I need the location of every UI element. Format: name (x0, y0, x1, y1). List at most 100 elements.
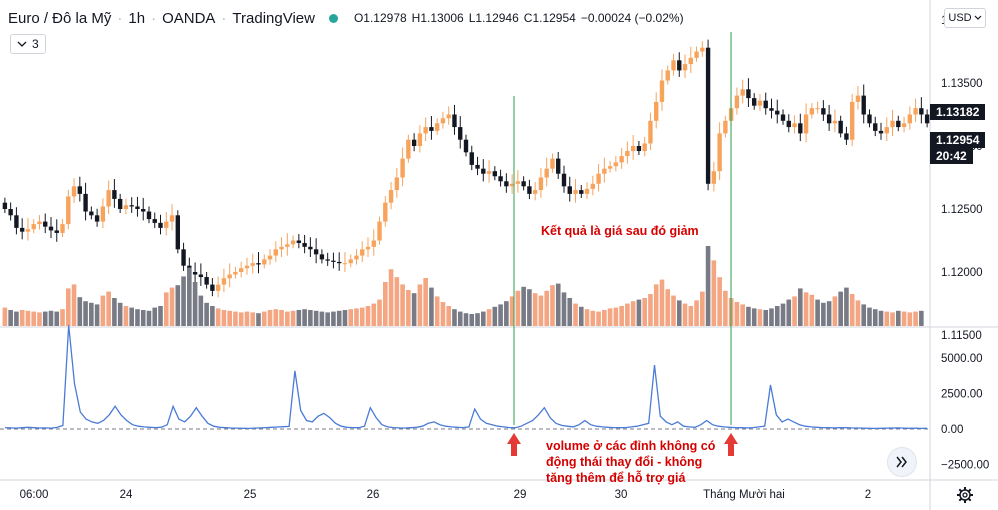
volume-bar[interactable] (630, 301, 636, 326)
candle-body[interactable] (486, 171, 492, 174)
candle-body[interactable] (527, 186, 532, 194)
volume-bar[interactable] (590, 310, 596, 326)
candle-body[interactable] (262, 259, 267, 265)
candle-body[interactable] (602, 168, 607, 174)
candle-body[interactable] (924, 114, 930, 124)
volume-bar[interactable] (106, 291, 111, 326)
volume-bar[interactable] (60, 309, 65, 326)
volume-bar[interactable] (365, 306, 371, 326)
volume-bar[interactable] (700, 291, 705, 326)
candle-body[interactable] (654, 101, 659, 121)
candle-body[interactable] (377, 221, 382, 241)
candle-body[interactable] (826, 114, 832, 124)
candle-body[interactable] (792, 123, 797, 128)
candle-body[interactable] (313, 249, 319, 255)
candlestick-series[interactable] (2, 39, 930, 298)
candle-body[interactable] (164, 221, 169, 228)
volume-bar[interactable] (809, 294, 815, 326)
candle-body[interactable] (365, 246, 371, 250)
volume-bar[interactable] (769, 308, 774, 326)
volume-bar[interactable] (250, 312, 256, 326)
candle-body[interactable] (308, 246, 313, 250)
volume-bar[interactable] (267, 310, 273, 326)
candle-body[interactable] (711, 171, 717, 184)
candle-body[interactable] (192, 272, 198, 275)
candle-body[interactable] (515, 181, 521, 184)
volume-bar[interactable] (475, 313, 480, 326)
volume-bar[interactable] (94, 304, 100, 326)
candle-body[interactable] (452, 114, 457, 128)
candle-body[interactable] (567, 186, 572, 194)
candle-body[interactable] (642, 143, 647, 152)
candle-body[interactable] (596, 173, 601, 184)
volume-bar[interactable] (901, 311, 907, 326)
candle-body[interactable] (302, 243, 307, 247)
volume-bar[interactable] (394, 277, 400, 326)
volume-bar[interactable] (826, 301, 832, 326)
candle-body[interactable] (636, 146, 642, 152)
volume-bar[interactable] (884, 311, 890, 326)
candle-body[interactable] (867, 114, 872, 124)
candle-body[interactable] (400, 158, 405, 178)
volume-bar[interactable] (290, 310, 296, 326)
volume-bar[interactable] (780, 303, 786, 326)
candle-body[interactable] (821, 108, 826, 115)
volume-bar[interactable] (446, 306, 452, 326)
candle-body[interactable] (740, 89, 745, 96)
volume-bar[interactable] (694, 300, 699, 326)
candle-body[interactable] (394, 177, 400, 191)
candle-body[interactable] (423, 127, 428, 134)
volume-bar[interactable] (233, 311, 238, 326)
candle-body[interactable] (752, 98, 757, 106)
candle-body[interactable] (757, 100, 763, 106)
candle-body[interactable] (204, 277, 209, 285)
volume-bar[interactable] (544, 290, 550, 326)
candle-body[interactable] (8, 209, 13, 216)
volume-bar[interactable] (371, 303, 377, 326)
volume-bar[interactable] (555, 283, 561, 326)
volume-bar[interactable] (723, 290, 728, 326)
candle-body[interactable] (2, 202, 8, 209)
volume-bar[interactable] (48, 310, 54, 326)
candle-body[interactable] (665, 70, 670, 81)
candle-body[interactable] (296, 240, 302, 244)
volume-bar[interactable] (129, 307, 134, 326)
volume-bar[interactable] (181, 276, 186, 326)
candle-body[interactable] (14, 215, 19, 228)
volume-bar[interactable] (711, 260, 717, 326)
candle-body[interactable] (135, 206, 140, 209)
volume-bar[interactable] (192, 282, 198, 326)
volume-bar[interactable] (665, 289, 671, 326)
volume-bar[interactable] (838, 291, 843, 326)
candle-body[interactable] (498, 176, 503, 182)
volume-bar[interactable] (54, 311, 60, 326)
candle-body[interactable] (469, 152, 474, 165)
legend-collapse-toggle[interactable]: 3 (10, 34, 46, 54)
candle-body[interactable] (181, 249, 186, 266)
volume-bar[interactable] (429, 287, 434, 326)
volume-bar[interactable] (740, 304, 745, 326)
volume-bar[interactable] (187, 267, 192, 326)
candle-body[interactable] (440, 118, 446, 124)
volume-bar[interactable] (504, 301, 509, 326)
volume-bar[interactable] (285, 311, 290, 326)
candle-body[interactable] (37, 221, 42, 225)
candle-body[interactable] (342, 263, 348, 265)
volume-bar[interactable] (849, 294, 855, 326)
candle-body[interactable] (66, 196, 71, 225)
volume-bar[interactable] (855, 300, 861, 326)
volume-bar[interactable] (705, 246, 711, 326)
candle-body[interactable] (411, 139, 417, 146)
volume-bar[interactable] (204, 302, 209, 326)
volume-bar[interactable] (37, 312, 42, 326)
candle-body[interactable] (325, 259, 330, 261)
volume-bar[interactable] (509, 296, 515, 326)
candle-body[interactable] (884, 127, 889, 134)
candle-body[interactable] (354, 255, 359, 260)
volume-bar[interactable] (688, 306, 694, 326)
interval-label[interactable]: 1h (128, 9, 146, 27)
volume-bar[interactable] (469, 314, 475, 326)
volume-bar[interactable] (452, 309, 457, 326)
candle-body[interactable] (227, 274, 232, 279)
